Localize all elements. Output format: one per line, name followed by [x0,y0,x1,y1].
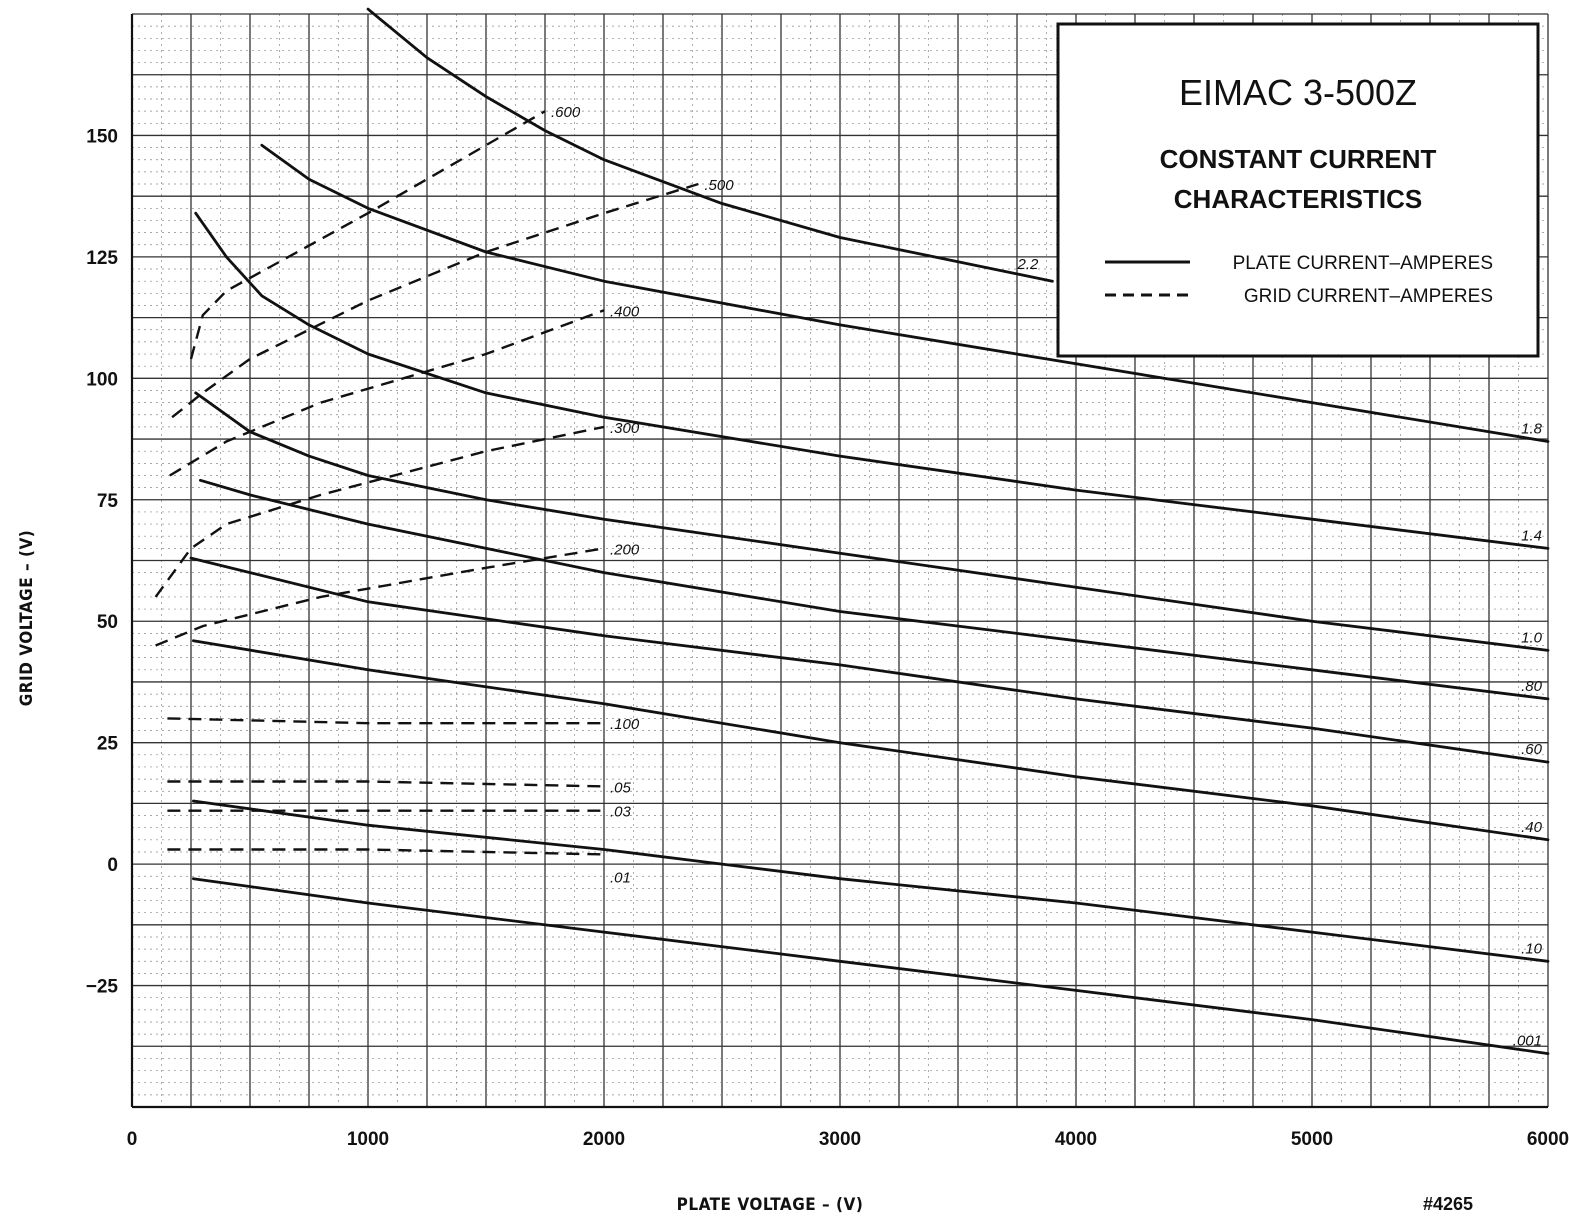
grid-curve-label: .05 [610,779,632,796]
y-tick-label: 100 [86,369,118,390]
y-tick-label: 150 [86,126,118,147]
grid-current-curve-p100 [167,717,604,725]
plate-current-curve-p10 [192,799,1550,963]
y-axis-label: GRID VOLTAGE – (V) [17,530,37,707]
chart-title: EIMAC 3-500Z [1179,72,1417,113]
legend-box [1056,22,1540,358]
y-tick-label: 75 [97,491,119,512]
y-tick-label: 25 [97,734,119,755]
y-tick-label: 0 [107,855,118,876]
plate-current-curve-p40 [192,639,1550,842]
axes [130,14,1548,1109]
x-tick-label: 3000 [819,1129,861,1150]
grid-curve-label: .500 [704,177,734,194]
y-tick-label: 125 [86,248,118,269]
plate-current-curve-p80 [199,478,1550,701]
plate-curve-label: .001 [1513,1033,1542,1050]
grid-curve-label: .200 [610,541,640,558]
tick-labels: 0 1000 2000 3000 4000 5000 6000 −25 0 25 50 75 100 12… [86,126,1569,1150]
plate-current-curve-2p2 [366,7,1054,283]
grid-curve-label: .600 [551,104,581,121]
grid-current-curve-p05 [167,780,605,788]
grid-curve-label: .400 [610,303,640,320]
x-tick-label: 1000 [347,1129,389,1150]
plate-curve-label: .10 [1521,940,1543,957]
plate-curve-label: 1.0 [1521,629,1543,646]
legend-grid-current-label: GRID CURRENT–AMPERES [1244,286,1493,307]
curve-labels: 2.2 1.8 1.4 1.0 .80 .60 .40 .10 .001 .600 .500 .400… [551,104,1543,1049]
plate-curve-label: .40 [1521,819,1543,836]
plate-curve-label: .80 [1521,678,1543,695]
x-tick-label: 0 [127,1129,138,1150]
grid-curve-label: .01 [610,869,631,886]
plate-curve-label: 1.8 [1521,420,1543,437]
plate-current-curve-1p8 [260,143,1550,443]
plate-curve-label: 2.2 [1017,256,1040,273]
x-axis-label: PLATE VOLTAGE – (V) [677,1195,864,1215]
chart-subtitle-line2: CHARACTERISTICS [1174,184,1422,214]
x-tick-label: 4000 [1055,1129,1097,1150]
legend: EIMAC 3-500Z CONSTANT CURRENT CHARACTERI… [1056,22,1540,358]
series-layer [154,7,1550,1055]
legend-plate-current-label: PLATE CURRENT–AMPERES [1233,253,1493,274]
plate-current-curve-1p4 [194,211,1550,550]
grid-curve-label: .300 [610,420,640,437]
plate-current-curve-1p0 [194,391,1550,652]
x-tick-label: 6000 [1527,1129,1569,1150]
grid-current-curve-p200 [155,547,605,647]
y-tick-label: −25 [86,977,119,998]
grid-current-curve-p300 [154,425,605,598]
grid-current-curve-p400 [169,309,605,477]
grid-curve-label: .03 [610,804,632,821]
plate-current-curve-p001 [192,877,1550,1055]
grid-curve-label: .100 [610,716,640,733]
y-tick-label: 50 [97,612,118,633]
grid-current-curve-p01 [167,848,605,856]
chart-subtitle-line1: CONSTANT CURRENT [1160,144,1437,174]
grid-current-curve-p600 [189,110,546,360]
figure-reference: #4265 [1423,1194,1473,1214]
plate-current-curve-p60 [189,556,1550,764]
plate-curve-label: .60 [1521,741,1543,758]
plate-curve-label: 1.4 [1521,527,1542,544]
x-tick-label: 5000 [1291,1129,1333,1150]
x-tick-label: 2000 [583,1129,625,1150]
